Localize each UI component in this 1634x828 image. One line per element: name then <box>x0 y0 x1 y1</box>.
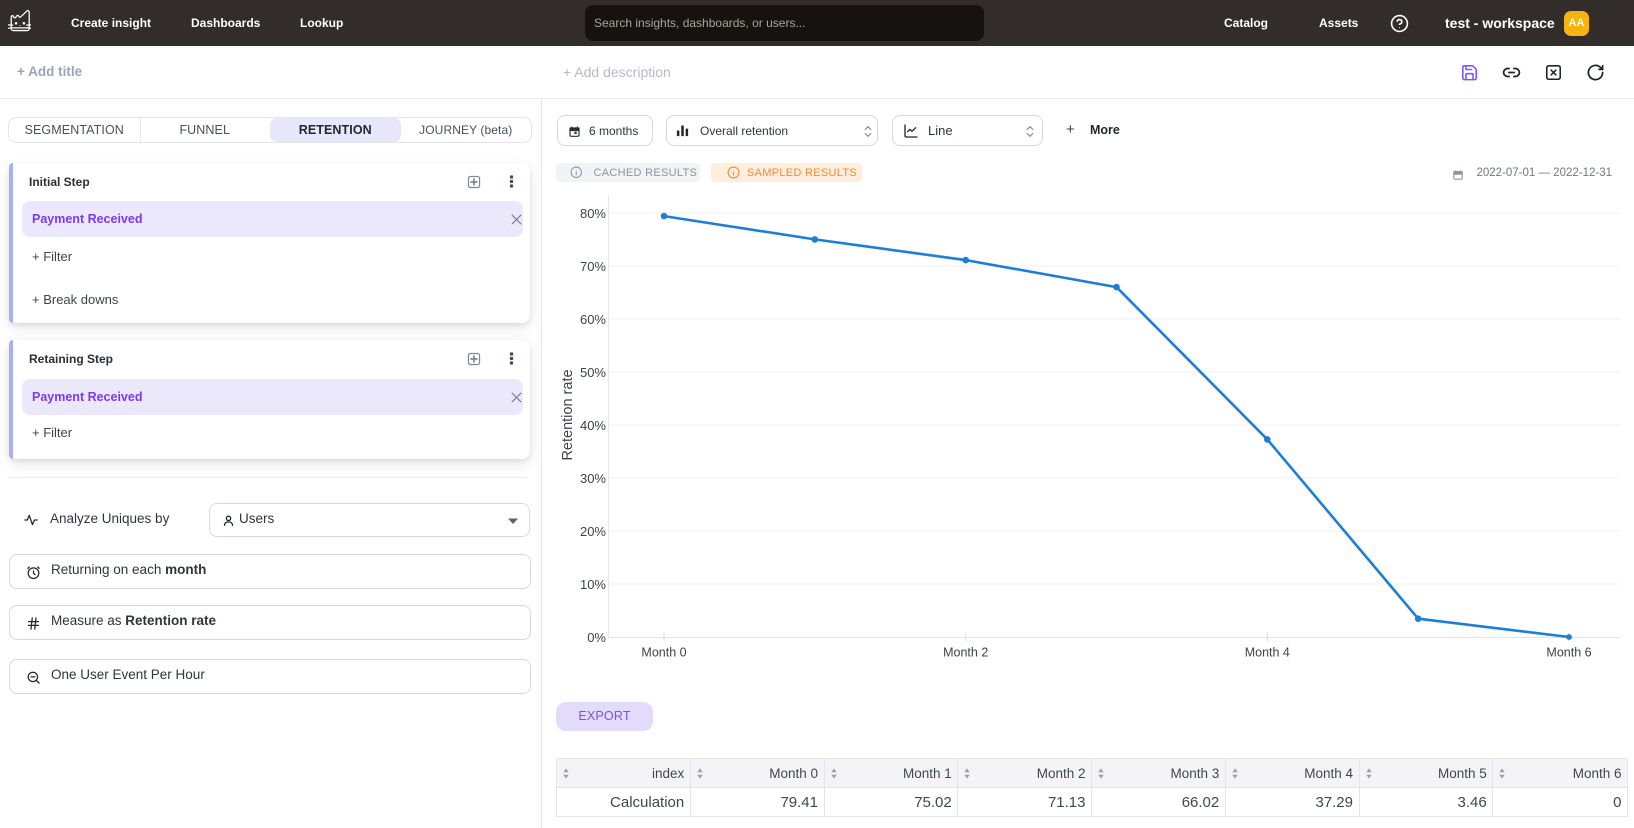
svg-text:80%: 80% <box>580 206 606 221</box>
svg-text:70%: 70% <box>580 259 606 274</box>
svg-text:Month 0: Month 0 <box>641 646 686 660</box>
svg-text:10%: 10% <box>580 577 606 592</box>
svg-text:30%: 30% <box>580 471 606 486</box>
svg-text:0%: 0% <box>587 630 606 645</box>
svg-text:50%: 50% <box>580 365 606 380</box>
svg-text:Month 2: Month 2 <box>943 646 988 660</box>
svg-text:Month 4: Month 4 <box>1245 646 1290 660</box>
svg-text:40%: 40% <box>580 418 606 433</box>
svg-text:Retention rate: Retention rate <box>560 369 576 460</box>
svg-text:20%: 20% <box>580 524 606 539</box>
svg-text:Month 6: Month 6 <box>1546 646 1591 660</box>
svg-text:60%: 60% <box>580 312 606 327</box>
